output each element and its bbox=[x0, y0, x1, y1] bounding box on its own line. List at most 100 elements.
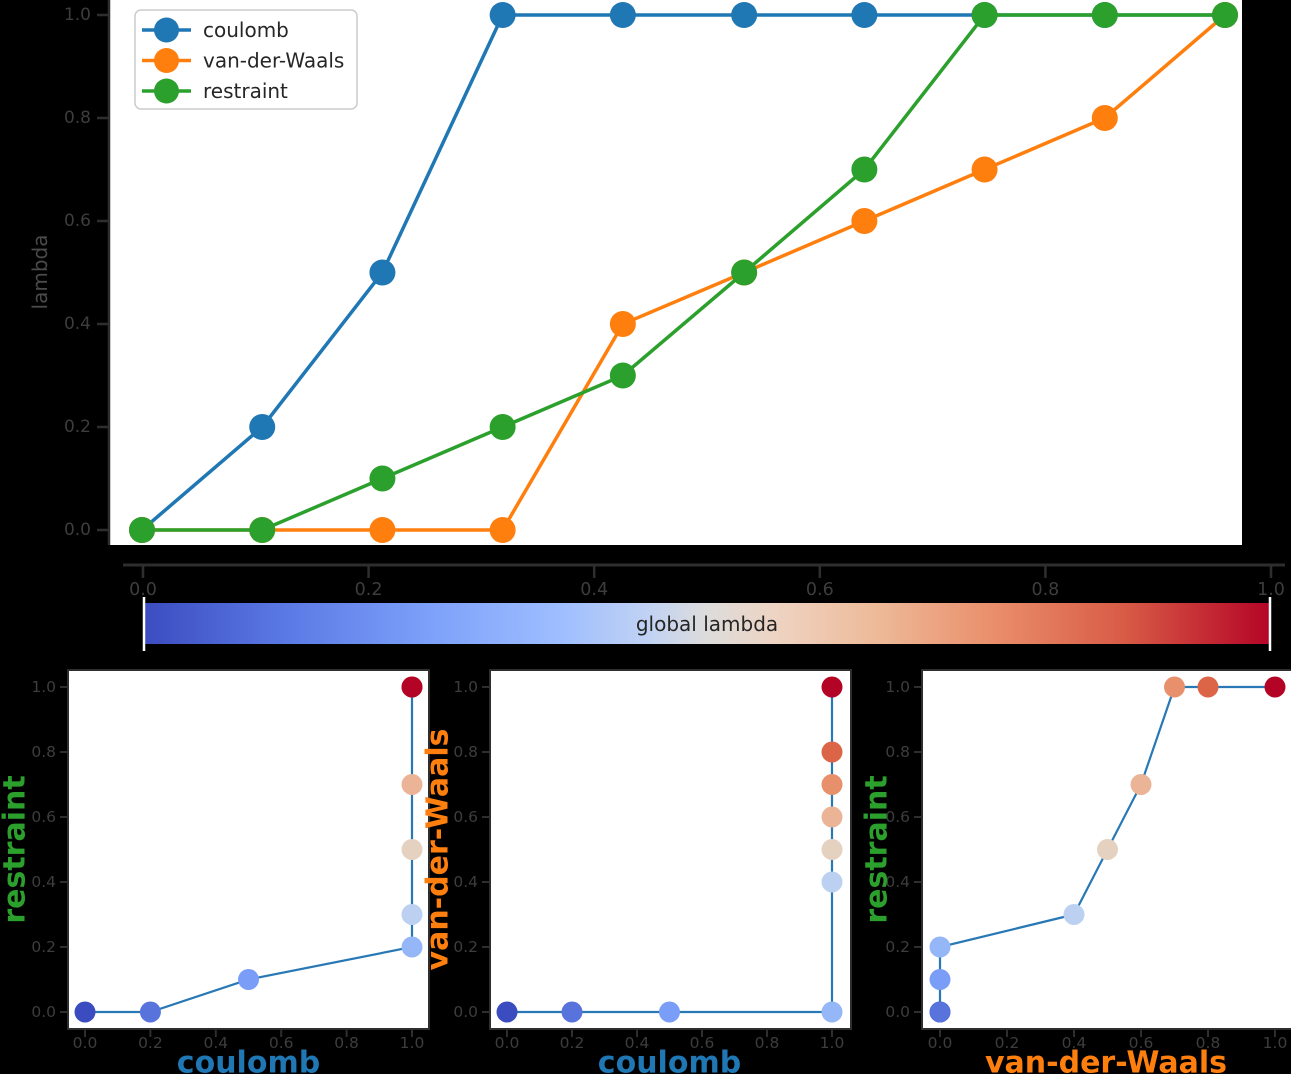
subplot-point bbox=[1264, 676, 1286, 698]
subplot-restraint-vs-van-der-waals: 0.0 0.2 0.4 0.6 0.8 1.0 0.0 0.2 0.4 0.6 0.8 1.0 van-… bbox=[860, 669, 1291, 1074]
subplot-line-restraint-vs-coulomb bbox=[85, 687, 414, 1014]
legend-marker-restraint bbox=[154, 78, 179, 104]
subplot-y-tick-label: 1.0 bbox=[31, 678, 56, 696]
series-marker-restraint bbox=[609, 362, 636, 389]
subplot-restraint-vs-coulomb: 0.0 0.2 0.4 0.6 0.8 1.0 0.0 0.2 0.4 0.6 0.8 1.0 coul… bbox=[0, 669, 430, 1074]
series-marker-restraint bbox=[971, 2, 998, 28]
subplot-point bbox=[821, 806, 843, 828]
subplot-y-tick-label: 0.8 bbox=[453, 743, 478, 761]
global-x-tick-label: 0.6 bbox=[806, 580, 834, 600]
series-line-van-der-waals bbox=[142, 13, 1227, 532]
legend-label-van-der-waals: van-der-Waals bbox=[203, 49, 344, 73]
subplot-point bbox=[401, 904, 423, 925]
subplot-y-tick-label: 0.0 bbox=[885, 1003, 910, 1021]
subplot-y-tick-label: 0.6 bbox=[885, 808, 910, 826]
subplot-y-axis-label-van-der-waals: van-der-Waals bbox=[421, 729, 456, 971]
subplot-point bbox=[821, 741, 843, 763]
subplot-x-axis-label-coulomb: coulomb bbox=[598, 1046, 741, 1074]
subplot-x-tick-label: 0.8 bbox=[1196, 1034, 1221, 1052]
series-marker-coulomb bbox=[609, 2, 636, 28]
legend-marker-coulomb bbox=[154, 17, 179, 43]
subplot-point bbox=[821, 839, 843, 860]
global-x-tick-label: 1.0 bbox=[1257, 580, 1285, 600]
subplot-point bbox=[1197, 676, 1219, 698]
series-marker-van-der-waals bbox=[971, 156, 998, 183]
subplot-x-tick-label: 0.4 bbox=[203, 1034, 228, 1052]
subplot-y-axis-label-restraint: restraint bbox=[860, 775, 895, 923]
subplot-y-axis-label-restraint: restraint bbox=[0, 775, 33, 923]
subplot-x-tick-label: 0.8 bbox=[755, 1034, 780, 1052]
subplot-y-tick-label: 0.2 bbox=[453, 938, 478, 956]
global-lambda-axis: 0.0 0.2 0.4 0.6 0.8 1.0 bbox=[123, 563, 1285, 600]
main-y-tick-label: 1.0 bbox=[64, 5, 91, 25]
subplot-x-tick-label: 0.2 bbox=[995, 1034, 1020, 1052]
subplot-point bbox=[1164, 676, 1185, 698]
subplot-x-tick-label: 0.2 bbox=[138, 1034, 163, 1052]
subplot-x-tick-label: 1.0 bbox=[400, 1034, 425, 1052]
series-marker-coulomb bbox=[851, 2, 878, 28]
global-x-tick-label: 0.2 bbox=[355, 580, 383, 600]
subplot-point bbox=[929, 1001, 951, 1023]
subplot-x-tick-label: 1.0 bbox=[820, 1034, 845, 1052]
series-marker-coulomb bbox=[249, 414, 276, 440]
series-marker-restraint bbox=[1091, 2, 1118, 28]
colorbar-label: global lambda bbox=[636, 612, 778, 636]
main-y-axis-label: lambda bbox=[28, 235, 52, 310]
subplot-y-tick-label: 0.8 bbox=[885, 743, 910, 761]
subplot-x-tick-label: 0.2 bbox=[560, 1034, 585, 1052]
main-y-tick-label: 0.8 bbox=[64, 108, 91, 128]
subplot-x-tick-label: 0.4 bbox=[625, 1034, 650, 1052]
subplot-y-tick-label: 1.0 bbox=[885, 678, 910, 696]
series-marker-coulomb bbox=[489, 2, 516, 28]
series-marker-restraint bbox=[731, 259, 758, 286]
series-marker-van-der-waals bbox=[851, 208, 878, 234]
series-marker-restraint bbox=[851, 156, 878, 183]
subplot-point bbox=[821, 774, 843, 795]
series-marker-coulomb bbox=[369, 259, 396, 286]
subplot-x-axis-label-van-der-waals: van-der-Waals bbox=[985, 1046, 1227, 1074]
subplot-point bbox=[929, 936, 951, 958]
series-marker-restraint bbox=[129, 517, 155, 543]
main-y-tick-label: 0.4 bbox=[64, 314, 91, 334]
main-y-tick-label: 0.0 bbox=[64, 520, 91, 540]
subplot-point bbox=[139, 1001, 161, 1023]
subplot-point bbox=[659, 1001, 680, 1023]
subplot-line-van-der-waals-vs-coulomb bbox=[507, 687, 834, 1014]
legend-marker-van-der-waals bbox=[154, 48, 179, 73]
subplot-y-tick-label: 0.0 bbox=[31, 1003, 56, 1021]
series-marker-van-der-waals bbox=[1091, 105, 1118, 131]
subplot-point bbox=[74, 1001, 96, 1023]
series-marker-coulomb bbox=[731, 2, 758, 28]
subplot-x-tick-label: 0.6 bbox=[269, 1034, 294, 1052]
subplot-point bbox=[561, 1001, 583, 1023]
subplot-van-der-waals-vs-coulomb: 0.0 0.2 0.4 0.6 0.8 1.0 0.0 0.2 0.4 0.6 0.8 1.0 coul… bbox=[421, 669, 852, 1074]
subplot-point bbox=[401, 936, 423, 958]
legend-box bbox=[134, 9, 358, 110]
main-y-tick-label: 0.6 bbox=[64, 211, 91, 231]
subplot-x-tick-label: 0.0 bbox=[928, 1034, 953, 1052]
series-marker-van-der-waals bbox=[609, 311, 636, 337]
series-line-restraint bbox=[142, 13, 1225, 532]
subplot-y-tick-label: 0.4 bbox=[885, 873, 910, 891]
subplot-y-tick-label: 0.6 bbox=[31, 808, 56, 826]
subplot-point bbox=[1063, 904, 1085, 925]
subplot-y-tick-label: 0.8 bbox=[31, 743, 56, 761]
legend-label-coulomb: coulomb bbox=[203, 18, 289, 42]
colorbar-gradient-bar bbox=[143, 603, 1271, 644]
subplot-point bbox=[821, 871, 843, 893]
global-x-tick-label: 0.4 bbox=[580, 580, 608, 600]
legend: coulomb van-der-Waals restraint bbox=[134, 9, 358, 110]
colorbar: global lambda bbox=[142, 597, 1272, 651]
subplot-x-tick-label: 0.0 bbox=[495, 1034, 520, 1052]
subplot-y-tick-label: 0.0 bbox=[453, 1003, 478, 1021]
subplot-point bbox=[1097, 839, 1118, 860]
subplot-point bbox=[401, 676, 423, 698]
subplot-x-tick-label: 0.4 bbox=[1062, 1034, 1087, 1052]
subplot-x-tick-label: 0.6 bbox=[1129, 1034, 1154, 1052]
subplot-x-axis-label-coulomb: coulomb bbox=[177, 1046, 320, 1074]
subplot-y-tick-label: 0.2 bbox=[31, 938, 56, 956]
subplot-y-tick-label: 1.0 bbox=[453, 678, 478, 696]
series-marker-restraint bbox=[489, 414, 516, 440]
